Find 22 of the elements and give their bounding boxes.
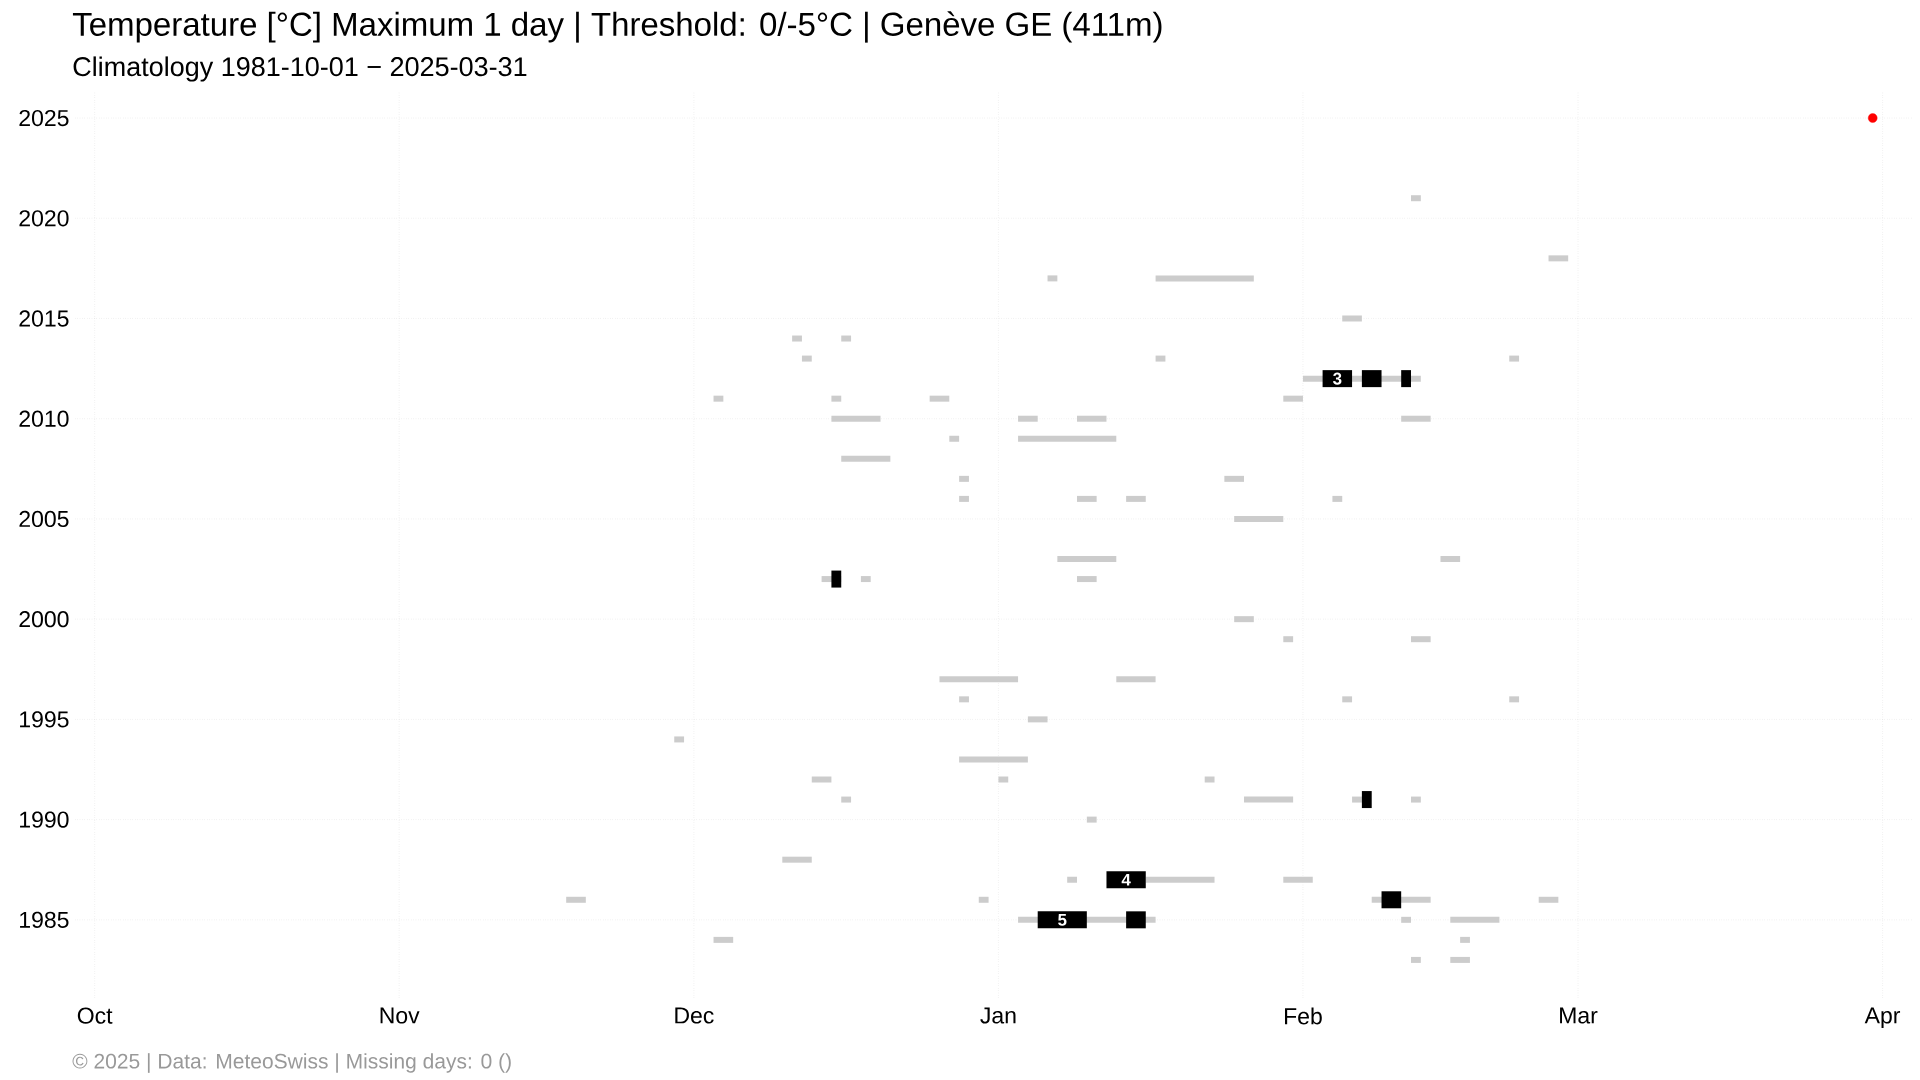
y-tick-label: 1990: [20, 811, 69, 828]
y-tick-label: 2025: [19, 109, 69, 127]
annotation: 4: [1121, 873, 1131, 886]
y-tick-label: 2015: [19, 310, 69, 327]
x-tick-label: Nov: [380, 1007, 420, 1024]
annotation: 5: [1058, 913, 1067, 926]
y-tick-label: 2020: [19, 210, 69, 227]
chart-subtitle: Climatology 1981-10-01 − 2025-03-31: [73, 56, 527, 82]
y-tick-label: 2010: [19, 410, 69, 427]
text: © 2025 | Data: MeteoSwiss | Missing days: 0 (): [72, 1053, 511, 1073]
y-tick-label: 1995: [20, 711, 69, 728]
annotation: 3: [1332, 372, 1342, 385]
y-tick-label: 2000: [19, 611, 69, 628]
y-tick-label: 1985: [20, 911, 69, 928]
chart-title: Temperature [°C] Maximum 1 day | Threshold: 0/-5°C | Genève GE (411m): [72, 11, 1162, 43]
x-tick-label: Oct: [77, 1007, 113, 1024]
x-tick-label: Mar: [1560, 1007, 1598, 1024]
x-tick-label: Feb: [1285, 1007, 1322, 1025]
y-tick-label: 2005: [19, 510, 69, 528]
x-tick-label: Jan: [980, 1007, 1016, 1024]
x-tick-label: Dec: [675, 1007, 714, 1024]
x-tick-label: Apr: [1864, 1007, 1901, 1029]
